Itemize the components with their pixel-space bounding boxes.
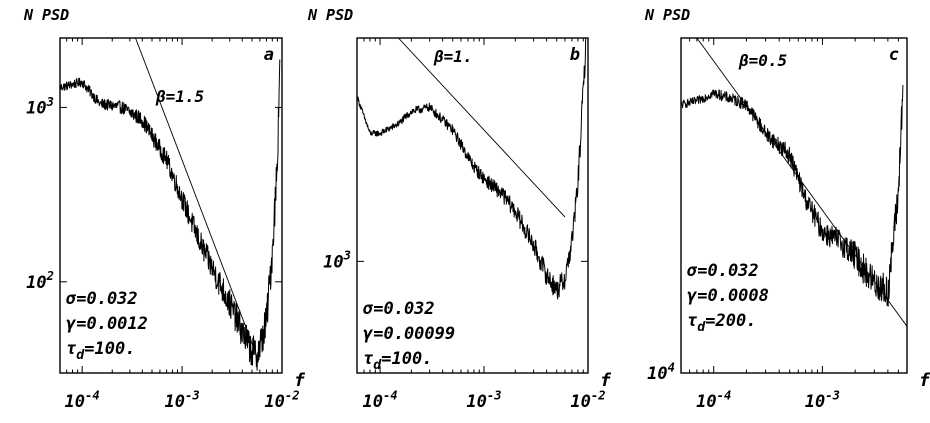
param-label: σ=0.032: [65, 289, 138, 309]
param-label: γ=0.0008: [687, 286, 769, 306]
fit-line: [398, 38, 566, 218]
plot-frame: [680, 37, 908, 374]
x-tick-label: 10-2: [570, 388, 605, 412]
param-label: τd=200.: [687, 311, 756, 335]
x-axis-title: f: [600, 370, 612, 391]
beta-label: β=1.5: [155, 87, 204, 106]
beta-label: β=1.: [433, 47, 473, 66]
x-tick-label: 10-3: [164, 388, 199, 412]
param-label: γ=0.0012: [66, 314, 148, 334]
y-tick-label: 102: [26, 269, 54, 293]
fit-line: [135, 38, 257, 355]
param-label: σ=0.032: [686, 261, 759, 281]
y-axis-title: N PSD: [307, 6, 353, 24]
psd-series-line: [357, 38, 587, 300]
beta-label: β=0.5: [738, 51, 787, 70]
param-label: γ=0.00099: [363, 324, 455, 344]
plot-frame: [356, 37, 589, 374]
x-tick-label: 10-3: [466, 388, 501, 412]
panel-letter: a: [264, 45, 274, 65]
panel-b: N PSD 10-4 10-3 10-2 103 f b β=1. σ=0.032 γ=0.000…: [307, 6, 612, 412]
panel-letter: c: [889, 45, 899, 65]
param-label: τd=100.: [66, 339, 135, 363]
y-tick-label: 103: [323, 249, 351, 273]
y-tick-label: 103: [26, 95, 54, 119]
x-axis-title: f: [919, 370, 930, 391]
plot-frame: [59, 37, 283, 374]
param-label: σ=0.032: [362, 299, 435, 319]
psd-series-line: [681, 84, 904, 307]
x-tick-label: 10-4: [65, 388, 100, 412]
x-tick-label: 10-4: [696, 388, 731, 412]
x-tick-label: 10-2: [264, 388, 299, 412]
psd-series-line: [60, 59, 281, 371]
y-axis-title: N PSD: [644, 6, 690, 24]
panel-a: N PSD 10-4 10-3 10-2 103 102 f a β=1.5 σ=0.032 γ=0…: [23, 6, 306, 412]
x-tick-label: 10-4: [362, 388, 397, 412]
panel-c: N PSD 10-4 10-3 104 f c β=0.5 σ=0.032 γ=0.0008 τd…: [644, 6, 930, 412]
x-tick-label: 10-3: [805, 388, 840, 412]
y-tick-label: 104: [647, 360, 675, 384]
y-axis-title: N PSD: [23, 6, 69, 24]
param-label: τd=100.: [363, 349, 432, 373]
x-axis-title: f: [294, 370, 306, 391]
panel-letter: b: [570, 45, 580, 65]
